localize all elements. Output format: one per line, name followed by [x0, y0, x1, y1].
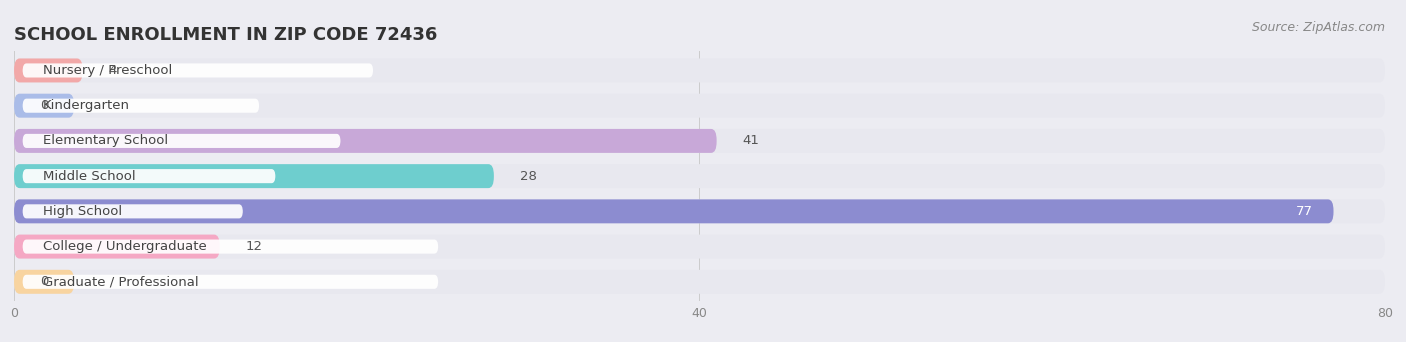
FancyBboxPatch shape: [14, 58, 1385, 82]
FancyBboxPatch shape: [22, 63, 373, 78]
FancyBboxPatch shape: [14, 235, 219, 259]
FancyBboxPatch shape: [14, 164, 494, 188]
Text: 12: 12: [246, 240, 263, 253]
FancyBboxPatch shape: [14, 199, 1385, 223]
Text: Graduate / Professional: Graduate / Professional: [44, 275, 198, 288]
FancyBboxPatch shape: [22, 275, 439, 289]
Text: 4: 4: [108, 64, 117, 77]
Text: 28: 28: [520, 170, 537, 183]
FancyBboxPatch shape: [14, 199, 1333, 223]
FancyBboxPatch shape: [14, 164, 1385, 188]
FancyBboxPatch shape: [14, 129, 1385, 153]
FancyBboxPatch shape: [14, 94, 75, 118]
Text: 77: 77: [1296, 205, 1313, 218]
Text: 0: 0: [39, 275, 48, 288]
FancyBboxPatch shape: [14, 129, 717, 153]
FancyBboxPatch shape: [14, 235, 1385, 259]
Text: Nursery / Preschool: Nursery / Preschool: [44, 64, 173, 77]
FancyBboxPatch shape: [22, 239, 439, 254]
Text: Source: ZipAtlas.com: Source: ZipAtlas.com: [1251, 21, 1385, 34]
FancyBboxPatch shape: [22, 134, 340, 148]
Text: SCHOOL ENROLLMENT IN ZIP CODE 72436: SCHOOL ENROLLMENT IN ZIP CODE 72436: [14, 26, 437, 44]
Text: 41: 41: [742, 134, 759, 147]
FancyBboxPatch shape: [14, 58, 83, 82]
FancyBboxPatch shape: [14, 94, 1385, 118]
Text: 0: 0: [39, 99, 48, 112]
Text: Elementary School: Elementary School: [44, 134, 169, 147]
FancyBboxPatch shape: [22, 98, 259, 113]
Text: High School: High School: [44, 205, 122, 218]
Text: Kindergarten: Kindergarten: [44, 99, 131, 112]
FancyBboxPatch shape: [22, 169, 276, 183]
FancyBboxPatch shape: [22, 204, 243, 219]
FancyBboxPatch shape: [14, 270, 75, 294]
Text: College / Undergraduate: College / Undergraduate: [44, 240, 207, 253]
FancyBboxPatch shape: [14, 270, 1385, 294]
Text: Middle School: Middle School: [44, 170, 136, 183]
